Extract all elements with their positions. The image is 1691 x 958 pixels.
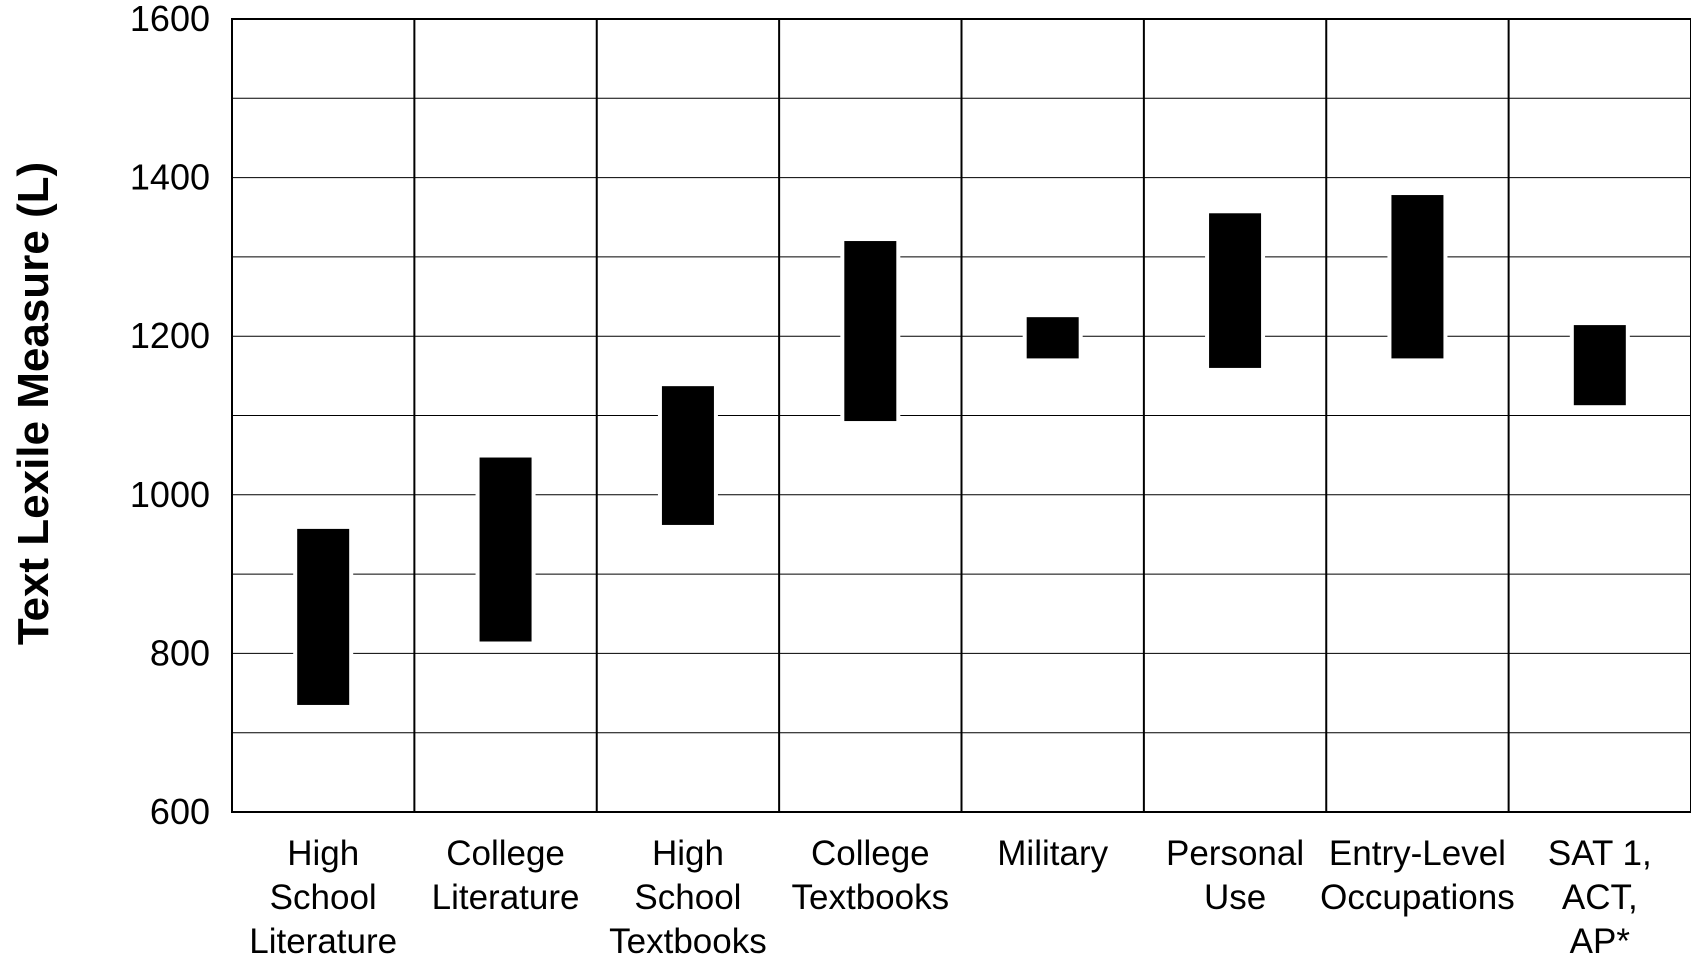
x-category-label: Personal Use [1166, 834, 1304, 917]
range-bar [844, 241, 897, 422]
grid-layer [232, 19, 1691, 812]
x-category-label: High School Literature [249, 834, 397, 958]
y-tick-label: 1600 [130, 0, 210, 39]
y-tick-label: 1000 [130, 474, 210, 515]
plot-frame [231, 18, 1691, 813]
range-bar [1391, 195, 1444, 359]
x-category-label: College Literature [432, 834, 580, 917]
range-bar [1026, 317, 1079, 359]
bars-layer [293, 195, 1630, 705]
x-category-label: Military [997, 834, 1108, 873]
x-category-label: College Textbooks [792, 834, 950, 917]
range-bar [1209, 213, 1262, 368]
x-category-labels: High School Literature College Literature Hig… [249, 834, 1651, 958]
x-category-label: High School Textbooks [609, 834, 767, 958]
range-bar [297, 528, 350, 705]
y-tick-label: 1200 [130, 315, 210, 356]
y-tick-label: 1400 [130, 157, 210, 198]
y-tick-labels: 600 800 1000 1200 1400 1600 [130, 0, 210, 832]
range-bar [479, 457, 532, 642]
y-tick-label: 800 [150, 632, 210, 673]
y-axis-title: Text Lexile Measure (L) [9, 162, 58, 645]
x-category-label: SAT 1, ACT, AP* [1548, 834, 1652, 958]
range-bar [661, 386, 714, 525]
frame-layer [231, 18, 1691, 813]
range-bar [1573, 325, 1626, 406]
y-tick-label: 600 [150, 791, 210, 832]
x-category-label: Entry-Level Occupations [1320, 834, 1515, 917]
